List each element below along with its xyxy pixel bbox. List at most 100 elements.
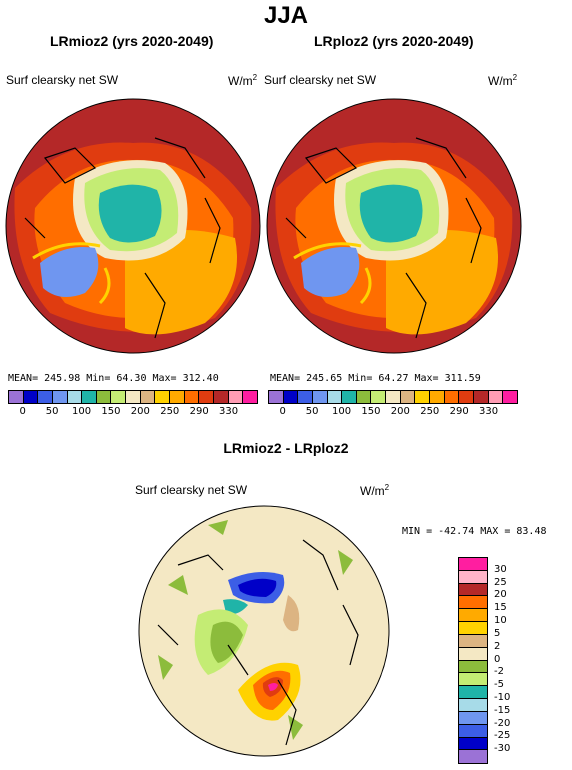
- colorbar-tick-label: 330: [479, 406, 499, 417]
- colorbar-swatch: [52, 391, 68, 403]
- colorbar-tick-label: 330: [219, 406, 239, 417]
- diff-colorbar-tick-label: -20: [494, 717, 511, 729]
- diff-colorbar-tick-label: 15: [494, 602, 507, 614]
- right-polar-map: [266, 98, 522, 354]
- colorbar-tick-label: 290: [189, 406, 209, 417]
- colorbar-swatch: [213, 391, 229, 403]
- diff-colorbar-tick-label: 25: [494, 576, 507, 588]
- colorbar-swatch: [473, 391, 489, 403]
- diff-colorbar-tick-label: 10: [494, 615, 507, 627]
- right-colorbar-ticks: 0 50 100 150 200 250 290 330: [268, 406, 518, 420]
- colorbar-swatch: [228, 391, 244, 403]
- colorbar-swatch: [111, 391, 127, 403]
- left-panel-title: LRmioz2 (yrs 2020-2049): [50, 33, 214, 49]
- diff-colorbar-tick-label: 5: [494, 627, 501, 639]
- diff-colorbar-swatch: [459, 660, 487, 674]
- colorbar-swatch: [184, 391, 200, 403]
- right-units-label: W/m2: [488, 73, 518, 88]
- colorbar-tick-label: 200: [130, 406, 150, 417]
- left-units-label: W/m2: [228, 73, 258, 88]
- colorbar-swatch: [9, 391, 24, 403]
- diff-colorbar-tick-label: -30: [494, 743, 511, 755]
- diff-colorbar-ticks: 30 25 20 15 10 5 2 0 -2 -5 -10 -15 -20 -25 -30: [494, 557, 534, 762]
- diff-colorbar-tick-label: 0: [494, 653, 501, 665]
- left-colorbar: [8, 390, 258, 404]
- diff-panel-title: LRmioz2 - LRploz2: [223, 440, 349, 456]
- colorbar-tick-label: 0: [19, 406, 26, 417]
- figure-title: JJA: [263, 2, 309, 29]
- right-panel-title: LRploz2 (yrs 2020-2049): [314, 33, 474, 49]
- colorbar-swatch: [82, 391, 97, 403]
- colorbar-swatch: [386, 391, 401, 403]
- diff-variable-label: Surf clearsky net SW: [135, 483, 248, 497]
- colorbar-swatch: [199, 391, 214, 403]
- colorbar-tick-label: 0: [279, 406, 286, 417]
- colorbar-tick-label: 250: [160, 406, 180, 417]
- diff-colorbar-swatch: [459, 750, 487, 764]
- diff-colorbar-tick-label: -25: [494, 730, 511, 742]
- colorbar-swatch: [488, 391, 504, 403]
- diff-colorbar-swatch: [459, 622, 487, 635]
- colorbar-swatch: [356, 391, 372, 403]
- colorbar-swatch: [96, 391, 112, 403]
- colorbar-swatch: [430, 391, 445, 403]
- colorbar-swatch: [444, 391, 460, 403]
- colorbar-swatch: [312, 391, 328, 403]
- diff-colorbar-swatch: [459, 699, 487, 712]
- colorbar-swatch: [415, 391, 431, 403]
- diff-colorbar-swatch: [459, 673, 487, 687]
- colorbar-swatch: [243, 391, 257, 403]
- diff-colorbar-tick-label: -5: [494, 679, 504, 691]
- left-stats: MEAN= 245.98 Min= 64.30 Max= 312.40: [8, 373, 219, 384]
- colorbar-swatch: [298, 391, 313, 403]
- colorbar-swatch: [170, 391, 185, 403]
- right-variable-label: Surf clearsky net SW: [264, 73, 377, 87]
- colorbar-swatch: [459, 391, 474, 403]
- colorbar-tick-label: 150: [101, 406, 121, 417]
- diff-colorbar-swatch: [459, 647, 487, 661]
- colorbar-tick-label: 100: [71, 406, 92, 417]
- left-polar-map: [5, 98, 261, 354]
- colorbar-swatch: [283, 391, 299, 403]
- colorbar-tick-label: 150: [361, 406, 381, 417]
- diff-colorbar-swatch: [459, 558, 487, 571]
- diff-colorbar-tick-label: 30: [494, 563, 507, 575]
- diff-colorbar-swatch: [459, 596, 487, 610]
- diff-colorbar-swatch: [459, 570, 487, 584]
- diff-colorbar-swatch: [459, 634, 487, 648]
- diff-colorbar-swatch: [459, 724, 487, 738]
- colorbar-swatch: [67, 391, 83, 403]
- colorbar-swatch: [371, 391, 387, 403]
- colorbar-tick-label: 250: [420, 406, 440, 417]
- diff-minmax: MIN = -42.74 MAX = 83.48: [402, 526, 547, 537]
- colorbar-tick-label: 50: [305, 406, 319, 417]
- diff-colorbar: [458, 557, 488, 764]
- diff-colorbar-swatch: [459, 609, 487, 623]
- colorbar-tick-label: 200: [390, 406, 410, 417]
- colorbar-swatch: [140, 391, 156, 403]
- colorbar-swatch: [327, 391, 343, 403]
- left-variable-label: Surf clearsky net SW: [6, 73, 119, 87]
- diff-colorbar-swatch: [459, 737, 487, 751]
- colorbar-swatch: [23, 391, 39, 403]
- diff-colorbar-swatch: [459, 583, 487, 597]
- colorbar-tick-label: 290: [449, 406, 469, 417]
- diff-units-label: W/m2: [360, 483, 390, 498]
- diff-colorbar-tick-label: 20: [494, 589, 507, 601]
- left-colorbar-ticks: 0 50 100 150 200 250 290 330: [8, 406, 258, 420]
- colorbar-swatch: [126, 391, 141, 403]
- colorbar-tick-label: 50: [45, 406, 59, 417]
- diff-polar-map: [138, 505, 390, 757]
- diff-colorbar-tick-label: -15: [494, 704, 511, 716]
- colorbar-swatch: [155, 391, 171, 403]
- colorbar-swatch: [503, 391, 517, 403]
- colorbar-swatch: [38, 391, 53, 403]
- colorbar-swatch: [400, 391, 416, 403]
- diff-colorbar-tick-label: -10: [494, 691, 511, 703]
- right-stats: MEAN= 245.65 Min= 64.27 Max= 311.59: [270, 373, 481, 384]
- right-colorbar: [268, 390, 518, 404]
- diff-colorbar-tick-label: 2: [494, 640, 501, 652]
- colorbar-swatch: [342, 391, 357, 403]
- colorbar-tick-label: 100: [331, 406, 352, 417]
- colorbar-swatch: [269, 391, 284, 403]
